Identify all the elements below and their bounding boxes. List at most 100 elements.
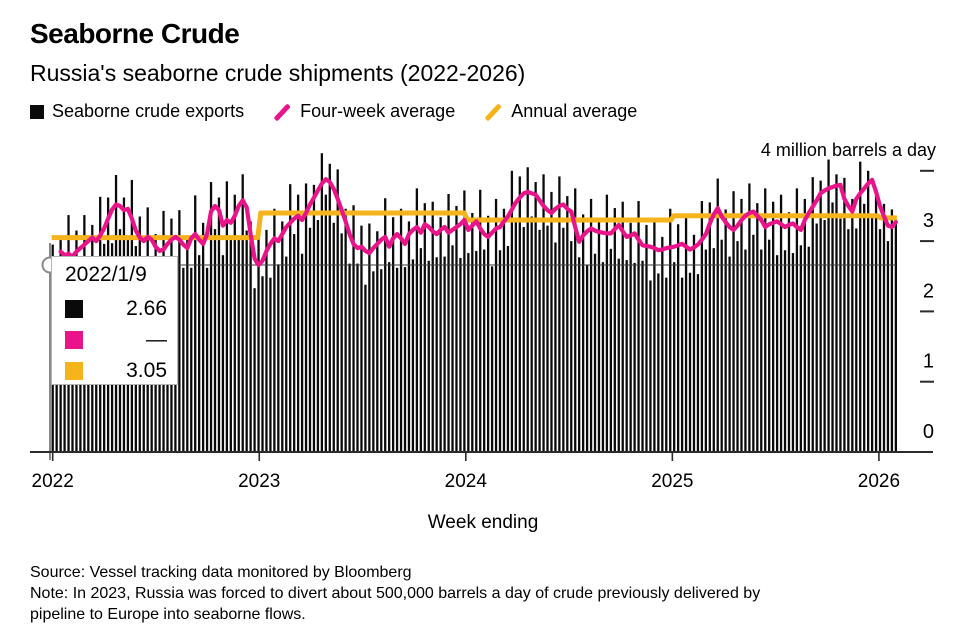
bar[interactable] xyxy=(514,217,517,452)
bar[interactable] xyxy=(839,218,842,452)
bar[interactable] xyxy=(407,221,411,452)
bar[interactable] xyxy=(720,239,723,452)
bar[interactable] xyxy=(368,223,371,452)
bar[interactable] xyxy=(692,234,696,452)
bar[interactable] xyxy=(653,218,656,452)
bar[interactable] xyxy=(783,250,787,452)
bar[interactable] xyxy=(716,178,719,452)
bar[interactable] xyxy=(209,182,213,453)
bar[interactable] xyxy=(752,234,755,452)
bar[interactable] xyxy=(566,196,569,452)
bar[interactable] xyxy=(336,169,339,452)
bar[interactable] xyxy=(625,260,628,452)
bar[interactable] xyxy=(886,241,890,452)
bar[interactable] xyxy=(186,235,189,452)
bar[interactable] xyxy=(878,229,882,452)
bar[interactable] xyxy=(645,224,648,452)
bar[interactable] xyxy=(593,253,597,452)
bar[interactable] xyxy=(799,245,803,452)
bar[interactable] xyxy=(700,201,704,452)
bar[interactable] xyxy=(431,201,434,452)
bar[interactable] xyxy=(403,267,407,452)
bar[interactable] xyxy=(522,227,525,452)
bar[interactable] xyxy=(728,256,731,452)
bar[interactable] xyxy=(526,167,529,453)
bar[interactable] xyxy=(356,263,359,452)
bar[interactable] xyxy=(867,170,870,453)
bar[interactable] xyxy=(704,249,707,452)
bar[interactable] xyxy=(296,194,300,452)
bar[interactable] xyxy=(213,229,217,452)
bar[interactable] xyxy=(534,182,537,453)
bar[interactable] xyxy=(827,159,830,453)
bar[interactable] xyxy=(391,217,395,452)
bar[interactable] xyxy=(285,256,288,452)
bar[interactable] xyxy=(229,238,232,452)
bar[interactable] xyxy=(605,194,609,452)
bar[interactable] xyxy=(277,264,280,452)
bar[interactable] xyxy=(629,222,632,452)
bar[interactable] xyxy=(300,253,304,452)
bar[interactable] xyxy=(388,262,391,452)
bar[interactable] xyxy=(205,267,209,452)
bar[interactable] xyxy=(451,245,454,452)
bar[interactable] xyxy=(360,225,363,452)
bar[interactable] xyxy=(506,246,510,452)
bar[interactable] xyxy=(855,228,858,452)
bar[interactable] xyxy=(574,188,577,453)
bar[interactable] xyxy=(633,262,636,452)
bar[interactable] xyxy=(779,194,783,452)
bar[interactable] xyxy=(863,203,866,452)
bar[interactable] xyxy=(578,257,581,452)
bar[interactable] xyxy=(494,198,498,452)
bar[interactable] xyxy=(190,267,193,452)
bar[interactable] xyxy=(352,205,355,452)
bar[interactable] xyxy=(831,202,834,452)
bar[interactable] xyxy=(265,229,268,452)
bar[interactable] xyxy=(490,266,494,452)
bar[interactable] xyxy=(811,177,814,452)
bar[interactable] xyxy=(316,220,320,452)
bar[interactable] xyxy=(680,277,684,452)
bar[interactable] xyxy=(669,208,672,452)
bar[interactable] xyxy=(585,265,589,452)
bar[interactable] xyxy=(427,260,430,452)
bar[interactable] xyxy=(775,255,779,452)
bar[interactable] xyxy=(688,272,692,452)
bar[interactable] xyxy=(364,284,367,452)
bar[interactable] xyxy=(558,176,561,453)
bar[interactable] xyxy=(249,221,252,452)
bar[interactable] xyxy=(760,249,763,452)
bar[interactable] xyxy=(293,234,296,452)
bar[interactable] xyxy=(304,183,308,452)
bar[interactable] xyxy=(328,163,331,452)
bar[interactable] xyxy=(435,257,438,452)
bar[interactable] xyxy=(894,220,898,452)
bar[interactable] xyxy=(332,222,335,452)
bar[interactable] xyxy=(859,161,862,452)
bar[interactable] xyxy=(467,253,470,452)
bar[interactable] xyxy=(380,269,383,452)
bar[interactable] xyxy=(289,184,292,452)
bar[interactable] xyxy=(312,184,316,453)
bar[interactable] xyxy=(665,277,668,452)
bar[interactable] xyxy=(471,212,474,452)
bar[interactable] xyxy=(415,188,419,453)
bar[interactable] xyxy=(324,194,327,452)
bar[interactable] xyxy=(233,194,236,452)
bar[interactable] xyxy=(372,271,375,452)
bar[interactable] xyxy=(546,225,549,452)
bar[interactable] xyxy=(344,208,347,452)
bar[interactable] xyxy=(823,220,826,452)
bar[interactable] xyxy=(261,276,264,452)
bar[interactable] xyxy=(475,250,478,452)
bar[interactable] xyxy=(819,180,822,452)
bar[interactable] xyxy=(269,277,272,452)
bar[interactable] xyxy=(641,260,644,452)
bar[interactable] xyxy=(815,223,818,452)
bar[interactable] xyxy=(459,257,462,452)
bar[interactable] xyxy=(376,231,379,452)
bar[interactable] xyxy=(502,208,506,452)
bar[interactable] xyxy=(621,201,624,452)
bar[interactable] xyxy=(609,248,612,452)
